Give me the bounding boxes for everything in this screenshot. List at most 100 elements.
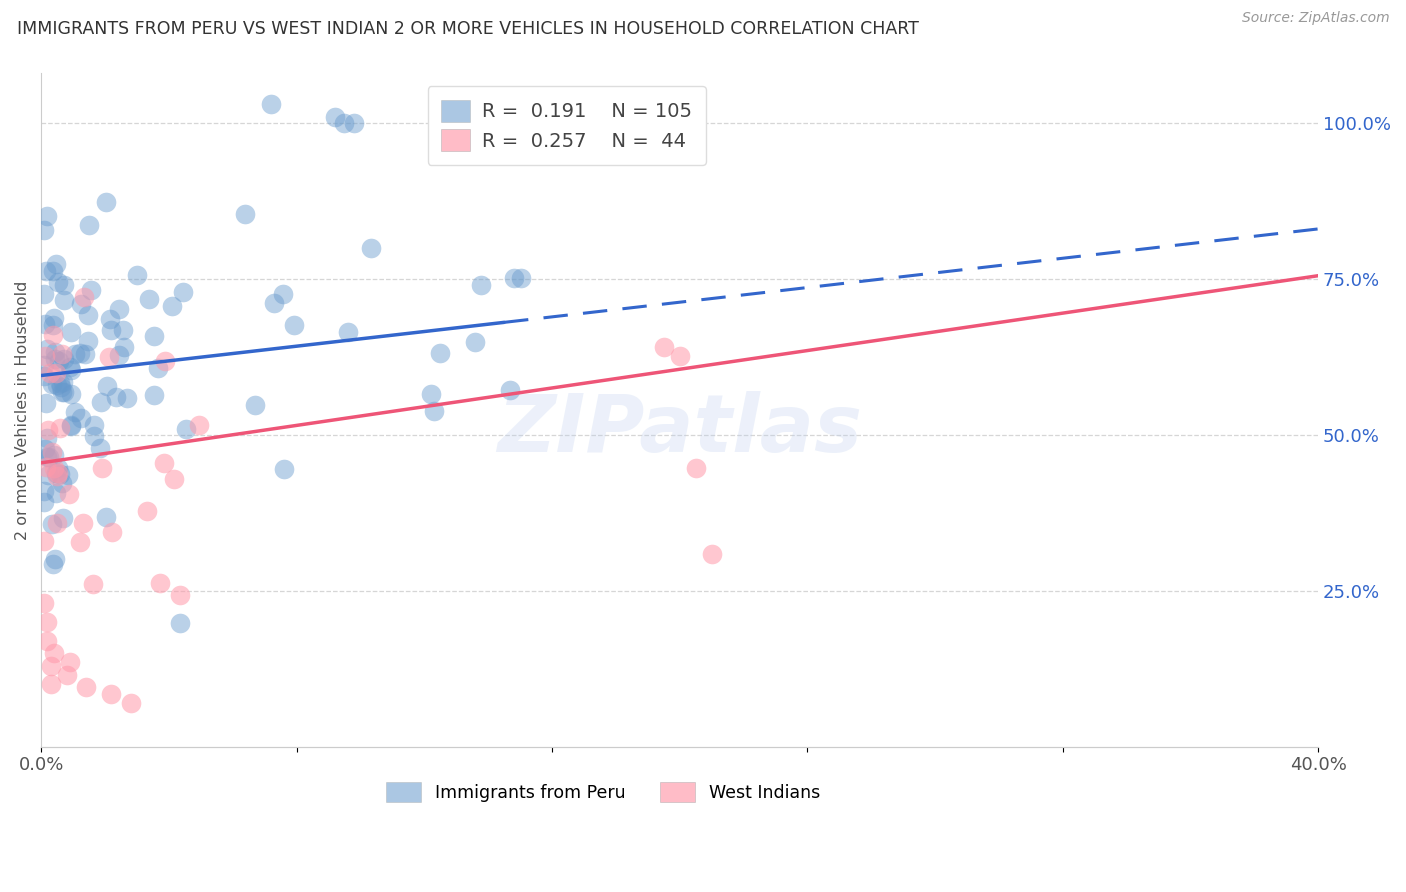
Point (34, 369, 56, 384)
Point (69, 346, 91, 360)
Point (104, 390, 127, 404)
Point (46, 467, 69, 481)
Point (51, 347, 73, 361)
Point (83, 429, 105, 443)
Point (42, 461, 65, 475)
Point (82, 577, 104, 591)
Point (69, 534, 91, 549)
Point (90, 395, 112, 409)
Point (39, 677, 62, 691)
Point (35, 342, 58, 356)
Point (153, 456, 176, 470)
Point (283, 318, 305, 333)
Point (235, 207, 257, 221)
Point (112, 340, 135, 354)
Point (41, 517, 63, 532)
Point (34, 483, 56, 498)
Point (34, 395, 56, 409)
Point (37, 615, 59, 629)
Point (45, 516, 67, 530)
Point (55, 668, 77, 682)
Text: ZIPatlas: ZIPatlas (498, 391, 862, 469)
Point (685, 461, 707, 475)
Point (73, 290, 96, 304)
Point (169, 616, 191, 631)
Point (333, 116, 356, 130)
Point (94, 509, 117, 524)
Point (34, 533, 56, 548)
Point (142, 388, 165, 402)
Point (37, 209, 59, 223)
Point (77, 334, 100, 348)
Point (39, 658, 62, 673)
Point (41, 376, 63, 391)
Point (97, 350, 120, 364)
Point (49, 376, 72, 391)
Point (108, 302, 131, 317)
Point (49, 421, 72, 435)
Point (271, 287, 294, 301)
Point (169, 588, 191, 602)
Point (34, 318, 56, 332)
Point (91, 460, 114, 475)
Point (503, 270, 526, 285)
Point (60, 418, 83, 433)
Point (652, 340, 675, 354)
Point (243, 398, 266, 412)
Point (52, 376, 75, 390)
Point (45, 257, 67, 271)
Point (51, 384, 73, 399)
Point (45, 466, 67, 480)
Point (336, 326, 359, 340)
Point (80, 283, 103, 297)
Point (48, 354, 70, 368)
Legend: Immigrants from Peru, West Indians: Immigrants from Peru, West Indians (380, 775, 827, 809)
Point (420, 386, 443, 401)
Point (46, 468, 69, 483)
Point (100, 687, 122, 701)
Text: IMMIGRANTS FROM PERU VS WEST INDIAN 2 OR MORE VEHICLES IN HOUSEHOLD CORRELATION : IMMIGRANTS FROM PERU VS WEST INDIAN 2 OR… (17, 20, 918, 37)
Point (49, 467, 72, 481)
Point (53, 278, 76, 293)
Point (49, 380, 72, 394)
Point (138, 293, 160, 307)
Point (48, 275, 70, 289)
Point (34, 494, 56, 508)
Point (69, 410, 91, 425)
Point (45, 367, 67, 381)
Point (44, 552, 66, 566)
Point (59, 386, 82, 401)
Point (35, 431, 58, 445)
Point (135, 504, 157, 518)
Point (53, 293, 76, 307)
Point (42, 264, 65, 278)
Point (34, 350, 56, 364)
Point (38, 450, 60, 464)
Point (343, 116, 366, 130)
Point (75, 681, 97, 695)
Point (75, 347, 97, 361)
Point (700, 548, 723, 562)
Point (117, 391, 139, 405)
Point (146, 361, 169, 376)
Point (263, 296, 285, 310)
Point (96, 378, 118, 392)
Point (37, 423, 59, 437)
Point (172, 285, 194, 300)
Point (44, 310, 66, 325)
Point (58, 487, 80, 501)
Point (63, 347, 86, 361)
Point (120, 696, 142, 710)
Point (59, 360, 82, 375)
Point (38, 366, 60, 380)
Y-axis label: 2 or more Vehicles in Household: 2 or more Vehicles in Household (15, 280, 30, 540)
Point (470, 278, 492, 293)
Point (72, 516, 94, 531)
Point (52, 352, 75, 367)
Point (89, 441, 111, 455)
Point (37, 633, 59, 648)
Point (77, 218, 100, 232)
Point (56, 467, 79, 482)
Point (174, 422, 197, 436)
Point (422, 404, 444, 418)
